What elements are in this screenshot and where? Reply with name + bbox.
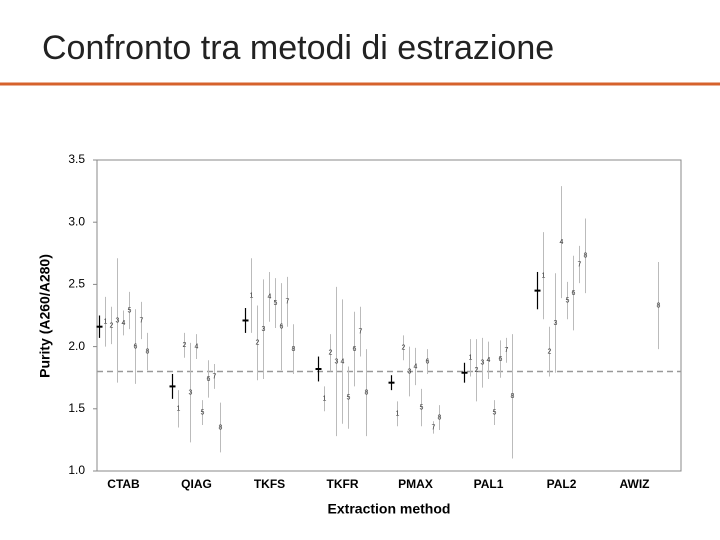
x-tick-label: CTAB bbox=[107, 477, 140, 491]
replicate-label: 1 bbox=[104, 319, 108, 326]
replicate-label: 7 bbox=[578, 261, 582, 268]
replicate-label: 8 bbox=[657, 302, 661, 309]
replicate-label: 4 bbox=[341, 358, 345, 365]
x-axis-label: Extraction method bbox=[328, 501, 451, 517]
replicate-label: 3 bbox=[189, 389, 193, 396]
plot-frame bbox=[96, 159, 682, 472]
replicate-label: 7 bbox=[286, 299, 290, 306]
replicate-label: 1 bbox=[177, 406, 181, 413]
replicate-label: 6 bbox=[572, 290, 576, 297]
replicate-label: 3 bbox=[116, 317, 120, 324]
replicate-label: 1 bbox=[323, 396, 327, 403]
y-tick-label: 1.0 bbox=[68, 463, 85, 477]
x-tick-label: PAL2 bbox=[547, 477, 577, 491]
replicate-label: 1 bbox=[542, 273, 546, 280]
replicate-label: 2 bbox=[548, 348, 552, 355]
y-tick-label: 2.5 bbox=[68, 277, 85, 291]
replicate-label: 8 bbox=[219, 424, 223, 431]
replicate-label: 5 bbox=[420, 404, 424, 411]
replicate-label: 8 bbox=[438, 414, 442, 421]
replicate-label: 3 bbox=[335, 358, 339, 365]
replicate-label: 2 bbox=[475, 367, 479, 374]
replicate-label: 7 bbox=[432, 424, 436, 431]
replicate-label: 5 bbox=[201, 409, 205, 416]
replicate-label: 5 bbox=[566, 297, 570, 304]
replicate-label: 5 bbox=[347, 394, 351, 401]
replicate-label: 2 bbox=[110, 322, 114, 329]
replicate-label: 6 bbox=[499, 356, 503, 363]
replicate-label: 3 bbox=[408, 368, 412, 375]
replicate-label: 4 bbox=[195, 343, 199, 350]
replicate-label: 8 bbox=[146, 348, 150, 355]
replicate-label: 8 bbox=[511, 393, 515, 400]
replicate-label: 7 bbox=[359, 329, 363, 336]
x-tick-label: PAL1 bbox=[474, 477, 504, 491]
replicate-label: 1 bbox=[469, 355, 473, 362]
replicate-label: 4 bbox=[268, 294, 272, 301]
replicate-label: 6 bbox=[134, 343, 138, 350]
replicate-label: 1 bbox=[396, 411, 400, 418]
y-tick-label: 2.0 bbox=[68, 339, 85, 353]
replicate-label: 5 bbox=[493, 409, 497, 416]
replicate-label: 2 bbox=[402, 345, 406, 352]
replicate-label: 7 bbox=[140, 317, 144, 324]
replicate-label: 3 bbox=[481, 360, 485, 367]
x-tick-label: QIAG bbox=[181, 477, 212, 491]
y-tick-label: 1.5 bbox=[68, 401, 85, 415]
x-tick-label: TKFS bbox=[254, 477, 285, 491]
replicate-label: 7 bbox=[505, 347, 509, 354]
replicate-label: 2 bbox=[256, 340, 260, 347]
replicate-label: 1 bbox=[250, 292, 254, 299]
replicate-label: 4 bbox=[122, 320, 126, 327]
replicate-label: 2 bbox=[183, 342, 187, 349]
replicate-label: 6 bbox=[426, 358, 430, 365]
replicate-label: 6 bbox=[353, 346, 357, 353]
replicate-label: 8 bbox=[584, 253, 588, 260]
replicate-label: 5 bbox=[128, 307, 132, 314]
replicate-label: 4 bbox=[487, 357, 491, 364]
replicate-label: 6 bbox=[280, 324, 284, 331]
replicate-label: 4 bbox=[560, 239, 564, 246]
x-tick-label: AWIZ bbox=[620, 477, 650, 491]
x-tick-label: PMAX bbox=[398, 477, 433, 491]
slide-title: Confronto tra metodi di estrazione bbox=[42, 29, 554, 67]
y-axis-label: Purity (A260/A280) bbox=[37, 254, 53, 378]
x-tick-label: TKFR bbox=[327, 477, 359, 491]
replicate-label: 3 bbox=[262, 326, 266, 333]
replicate-label: 8 bbox=[292, 346, 296, 353]
replicate-label: 5 bbox=[274, 300, 278, 307]
y-tick-label: 3.0 bbox=[68, 214, 85, 228]
replicate-label: 2 bbox=[329, 350, 333, 357]
replicate-label: 6 bbox=[207, 376, 211, 383]
replicate-label: 4 bbox=[414, 363, 418, 370]
replicate-label: 8 bbox=[365, 389, 369, 396]
y-tick-label: 3.5 bbox=[68, 152, 85, 166]
replicate-label: 7 bbox=[213, 373, 217, 380]
replicate-label: 3 bbox=[554, 320, 558, 327]
